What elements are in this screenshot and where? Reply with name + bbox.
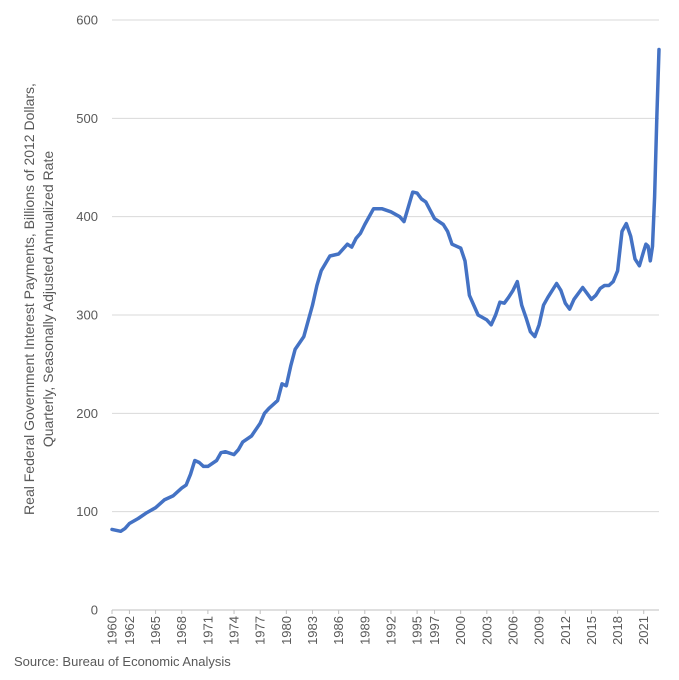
x-tick-label: 1997 [427, 616, 442, 645]
line-chart: 1960 1962 1965 1968 1971 1974 1977 1980 1983 1986… [21, 13, 661, 645]
x-tick-label: 2021 [636, 616, 651, 645]
x-tick-label: 1995 [410, 616, 425, 645]
y-tick-label: 0 [91, 603, 98, 618]
y-tick-label: 400 [76, 209, 98, 224]
series-layer [110, 47, 661, 534]
x-tick-label: 1977 [253, 616, 268, 645]
y-axis: 0 100 200 300 400 500 600 [76, 13, 98, 618]
y-axis-title-line: Real Federal Government Interest Payment… [21, 83, 37, 515]
x-tick-label: 2006 [505, 616, 520, 645]
x-tick-label: 1989 [357, 616, 372, 645]
x-axis: 1960 1962 1965 1968 1971 1974 1977 1980 1983 1986… [105, 609, 659, 645]
gridlines [112, 19, 659, 513]
x-tick-label: 2012 [558, 616, 573, 645]
y-axis-title-line: Quarterly, Seasonally Adjusted Annualize… [40, 151, 56, 447]
y-tick-label: 500 [76, 111, 98, 126]
x-tick-label: 2000 [453, 616, 468, 645]
y-tick-label: 100 [76, 504, 98, 519]
source-note: Source: Bureau of Economic Analysis [14, 654, 231, 669]
x-tick-label: 1986 [331, 616, 346, 645]
x-tick-label: 1965 [148, 616, 163, 645]
x-tick-label: 1968 [174, 616, 189, 645]
y-tick-label: 600 [76, 13, 98, 28]
x-tick-label: 1980 [279, 616, 294, 645]
series-line [110, 47, 661, 534]
y-tick-label: 200 [76, 406, 98, 421]
x-tick-label: 1962 [122, 616, 137, 645]
y-tick-label: 300 [76, 308, 98, 323]
x-tick-label: 2018 [610, 616, 625, 645]
x-tick-label: 1983 [305, 616, 320, 645]
y-axis-title: Real Federal Government Interest Payment… [21, 83, 56, 515]
x-tick-label: 1992 [383, 616, 398, 645]
x-tick-label: 1960 [105, 616, 120, 645]
x-tick-label: 1974 [227, 616, 242, 645]
x-tick-label: 2015 [584, 616, 599, 645]
x-tick-label: 1971 [200, 616, 215, 645]
x-tick-label: 2009 [532, 616, 547, 645]
x-tick-label: 2003 [479, 616, 494, 645]
